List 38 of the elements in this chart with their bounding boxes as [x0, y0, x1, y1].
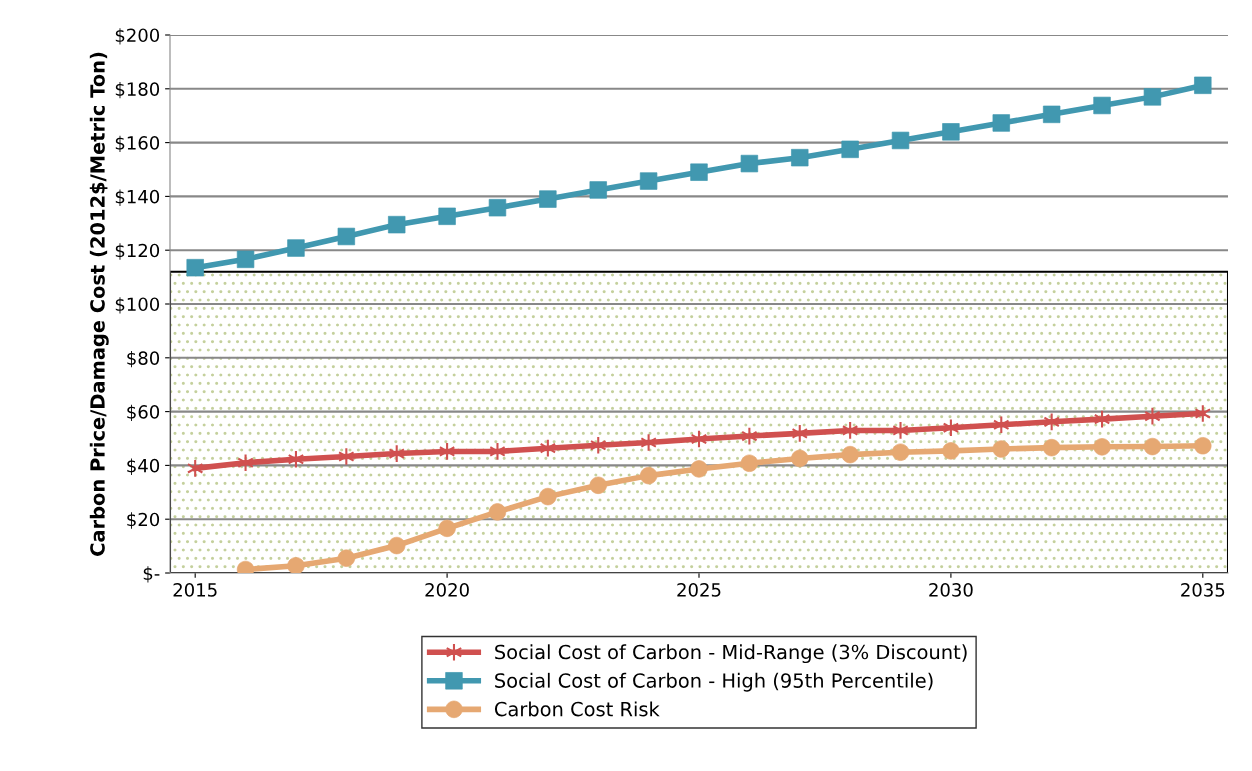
x-tick-label: 2035	[1181, 583, 1225, 597]
x-tick-label: 2015	[173, 583, 217, 597]
y-tick-label: $160	[115, 135, 160, 153]
x-tick-label: 2025	[677, 583, 721, 597]
y-tick-label: $120	[115, 243, 160, 260]
y-tick-label: $-	[143, 566, 160, 583]
y-tick-label: $200	[115, 28, 160, 45]
point	[891, 443, 910, 461]
y-axis-title: Carbon Price/Damage Cost (2012$/Metric Ton)	[89, 52, 109, 556]
point	[1144, 406, 1161, 426]
legend-label: Social Cost of Carbon - High (95th Percentile)	[495, 672, 933, 692]
point	[892, 421, 909, 440]
point	[1093, 409, 1111, 429]
point	[236, 250, 255, 269]
y-tick-label: $180	[115, 81, 160, 99]
legend-label: Carbon Cost Risk	[494, 701, 660, 717]
point	[337, 227, 356, 246]
x-tick-label: 2020	[425, 583, 469, 597]
point	[992, 440, 1010, 458]
point	[1194, 76, 1212, 94]
y-tick-label: $100	[115, 297, 160, 314]
point	[488, 199, 507, 217]
y-tick-label: $80	[127, 350, 160, 368]
point	[690, 163, 708, 181]
point	[891, 131, 910, 150]
point	[589, 181, 607, 199]
point	[438, 519, 456, 538]
point	[489, 442, 506, 461]
legend-label: Social Cost of Carbon - Mid-Range (3% Discount)	[495, 644, 967, 664]
y-tick-label: $60	[127, 404, 160, 422]
x-tick-label: 2030	[929, 583, 973, 597]
point	[287, 557, 305, 573]
y-tick-label: $40	[127, 458, 160, 475]
point	[791, 148, 809, 167]
point	[1143, 437, 1162, 456]
y-tick-label: $140	[115, 189, 160, 206]
y-tick-label: $20	[127, 512, 160, 529]
point	[1143, 88, 1162, 106]
